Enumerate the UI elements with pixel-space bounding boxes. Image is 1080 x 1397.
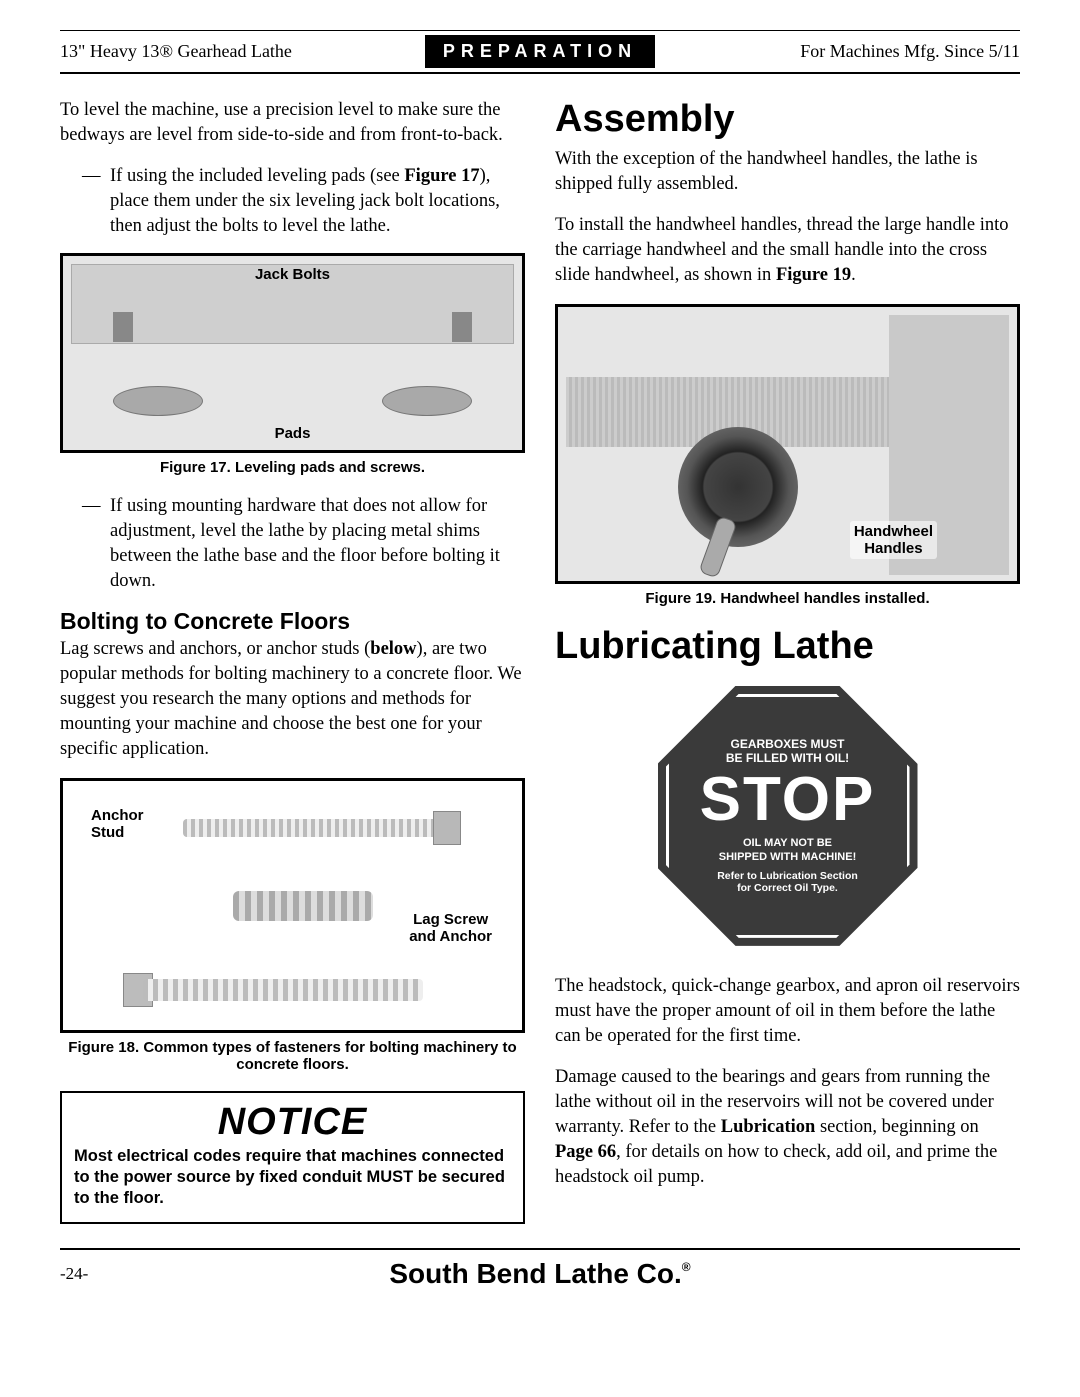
lube-p1: The headstock, quick-change gearbox, and…: [555, 974, 1020, 1049]
bullet1-part-a: If using the included leveling pads (see: [110, 166, 404, 186]
fig19-label-b: Handles: [864, 540, 922, 557]
lube-p2-mid: section, beginning on: [815, 1117, 978, 1137]
fig18-anchor: [233, 891, 373, 921]
notice-box: NOTICE Most electrical codes require tha…: [60, 1091, 525, 1224]
notice-title: NOTICE: [74, 1101, 511, 1144]
footer-brand: South Bend Lathe Co.®: [140, 1258, 940, 1290]
stop-bot-a: Refer to Lubrication Section: [717, 870, 858, 882]
stop-word: STOP: [700, 769, 876, 831]
lube-p2-b: , for details on how to check, add oil, …: [555, 1142, 997, 1187]
fig17-label-pads: Pads: [63, 425, 522, 442]
fig17-label-jack-bolts: Jack Bolts: [63, 266, 522, 283]
stop-top-a: GEARBOXES MUST: [730, 737, 844, 751]
fig18-lag-screw: [143, 979, 423, 1001]
lube-p2: Damage caused to the bearings and gears …: [555, 1065, 1020, 1190]
bolting-paragraph: Lag screws and anchors, or anchor studs …: [60, 637, 525, 762]
stop-bot-b: for Correct Oil Type.: [737, 882, 838, 894]
leveling-intro: To level the machine, use a precision le…: [60, 98, 525, 148]
footer-brand-text: South Bend Lathe Co.: [389, 1258, 681, 1289]
bullet-leveling-pads: If using the included leveling pads (see…: [110, 164, 525, 239]
header-left: 13" Heavy 13® Gearhead Lathe: [60, 41, 425, 62]
header-center-title: PREPARATION: [425, 35, 655, 68]
fig19-label-a: Handwheel: [854, 523, 933, 540]
notice-body: Most electrical codes require that machi…: [74, 1146, 511, 1210]
stop-bottom-text: Refer to Lubrication Section for Correct…: [717, 870, 858, 895]
stop-top-text: GEARBOXES MUST BE FILLED WITH OIL!: [726, 737, 849, 766]
figure-17-caption: Figure 17. Leveling pads and screws.: [60, 459, 525, 476]
assembly-p2-b: .: [851, 265, 856, 285]
bullet-mounting-hardware: If using mounting hardware that does not…: [110, 494, 525, 594]
assembly-p1: With the exception of the handwheel hand…: [555, 147, 1020, 197]
assembly-p2: To install the handwheel handles, thread…: [555, 213, 1020, 288]
heading-assembly: Assembly: [555, 98, 1020, 141]
fig18-label-lag: Lag Screw and Anchor: [409, 911, 492, 945]
fig19-label-handwheel: Handwheel Handles: [850, 521, 937, 559]
fig18-stud-nut: [433, 811, 461, 845]
fig17-pad: [113, 386, 203, 416]
heading-bolting: Bolting to Concrete Floors: [60, 608, 525, 635]
stop-sign: GEARBOXES MUST BE FILLED WITH OIL! STOP …: [658, 686, 918, 946]
figure-19: Handwheel Handles: [555, 304, 1020, 584]
fig18-anchor-stud: [183, 819, 443, 837]
fig18-label-stud-b: Stud: [91, 824, 124, 841]
fig18-label-stud-a: Anchor: [91, 807, 144, 824]
stop-top-b: BE FILLED WITH OIL!: [726, 751, 849, 765]
fig18-label-lag-b: and Anchor: [409, 928, 492, 945]
fig18-label-anchor-stud: Anchor Stud: [91, 807, 144, 841]
stop-sign-wrap: GEARBOXES MUST BE FILLED WITH OIL! STOP …: [555, 686, 1020, 946]
lube-p2-bold2: Page 66: [555, 1142, 616, 1162]
fig17-jack-bolt: [113, 312, 133, 342]
figure-18: Anchor Stud Lag Screw and Anchor: [60, 778, 525, 1033]
page-header: 13" Heavy 13® Gearhead Lathe PREPARATION…: [60, 30, 1020, 74]
heading-lubricating: Lubricating Lathe: [555, 625, 1020, 668]
assembly-p2-figref: Figure 19: [776, 265, 851, 285]
fig17-pad: [382, 386, 472, 416]
stop-mid-a: OIL MAY NOT BE: [743, 837, 832, 849]
lube-p2-bold1: Lubrication: [721, 1117, 816, 1137]
right-column: Assembly With the exception of the handw…: [555, 98, 1020, 1224]
fig17-jack-bolt: [452, 312, 472, 342]
header-right: For Machines Mfg. Since 5/11: [655, 41, 1020, 62]
stop-mid-text: OIL MAY NOT BE SHIPPED WITH MACHINE!: [719, 837, 857, 863]
bolting-below-bold: below: [370, 639, 416, 659]
stop-mid-b: SHIPPED WITH MACHINE!: [719, 851, 857, 863]
page-number: -24-: [60, 1264, 140, 1284]
fig19-handwheel: [678, 427, 798, 547]
figure-19-caption: Figure 19. Handwheel handles installed.: [555, 590, 1020, 607]
bullet1-figref: Figure 17: [404, 166, 479, 186]
left-column: To level the machine, use a precision le…: [60, 98, 525, 1224]
fig18-label-lag-a: Lag Screw: [413, 911, 488, 928]
registered-icon: ®: [682, 1260, 691, 1274]
figure-18-caption: Figure 18. Common types of fasteners for…: [60, 1039, 525, 1073]
bolting-part-a: Lag screws and anchors, or anchor studs …: [60, 639, 370, 659]
figure-17: Jack Bolts Pads: [60, 253, 525, 453]
page-footer: -24- South Bend Lathe Co.®: [60, 1248, 1020, 1290]
